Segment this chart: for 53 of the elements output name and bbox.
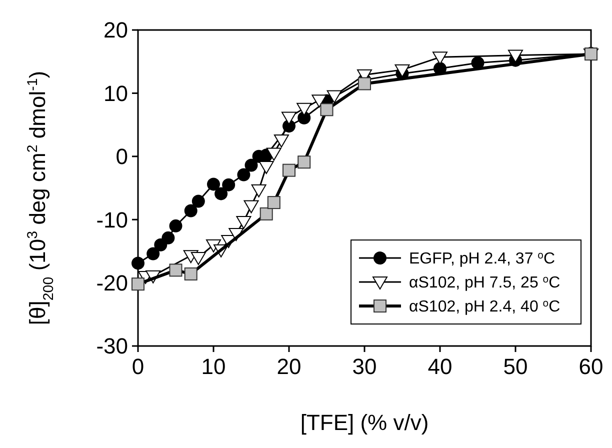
point: [394, 64, 410, 78]
point: [154, 238, 168, 252]
x-tick-label: 0: [132, 354, 144, 379]
x-tick-label: 50: [503, 354, 528, 379]
point: [146, 247, 160, 260]
point: [274, 134, 289, 148]
point: [184, 204, 198, 218]
x-axis-title: [TFE] (% v/v): [300, 410, 429, 435]
point: [432, 52, 448, 65]
point: [267, 196, 280, 210]
point: [266, 148, 282, 161]
point: [169, 219, 182, 232]
point: [132, 278, 144, 291]
point: [326, 90, 342, 104]
y-tick-label: -20: [96, 270, 128, 296]
y-tick-label: 10: [104, 80, 128, 106]
point: [282, 164, 296, 177]
x-tick-label: 10: [201, 354, 226, 379]
point: [282, 112, 296, 125]
x-tick-label: 20: [276, 354, 302, 379]
y-tick-label: 0: [116, 144, 128, 170]
point: [358, 77, 371, 90]
point: [508, 50, 523, 63]
y-tick-label: -30: [96, 334, 128, 359]
y-tick-label: 20: [104, 18, 128, 43]
legend-label: αS102, pH 2.4, 40 $^{o}$C: [409, 298, 560, 316]
y-tick-label: -10: [96, 207, 128, 232]
x-tick-label: 60: [578, 354, 604, 379]
point: [132, 256, 144, 270]
point: [298, 156, 311, 169]
point: [169, 264, 182, 277]
point: [298, 111, 311, 124]
point: [184, 267, 198, 280]
legend-label: αS102, pH 7.5, 25 $^{o}$C: [409, 274, 560, 292]
point: [258, 161, 274, 174]
point: [312, 94, 327, 108]
legend-label: EGFP, pH 2.4, 37 $^{o}$C: [409, 250, 556, 268]
point: [320, 103, 334, 116]
point: [190, 252, 206, 266]
point: [244, 158, 258, 172]
point: [237, 168, 250, 182]
point: [260, 207, 273, 220]
point: [214, 187, 228, 200]
point: [192, 194, 205, 208]
point: [207, 178, 220, 191]
x-tick-label: 30: [352, 354, 377, 379]
point: [244, 200, 259, 214]
point: [162, 231, 175, 244]
point: [236, 216, 252, 229]
x-tick-label: 40: [428, 354, 452, 379]
point: [296, 102, 312, 116]
point: [222, 178, 236, 192]
point: [251, 184, 266, 198]
